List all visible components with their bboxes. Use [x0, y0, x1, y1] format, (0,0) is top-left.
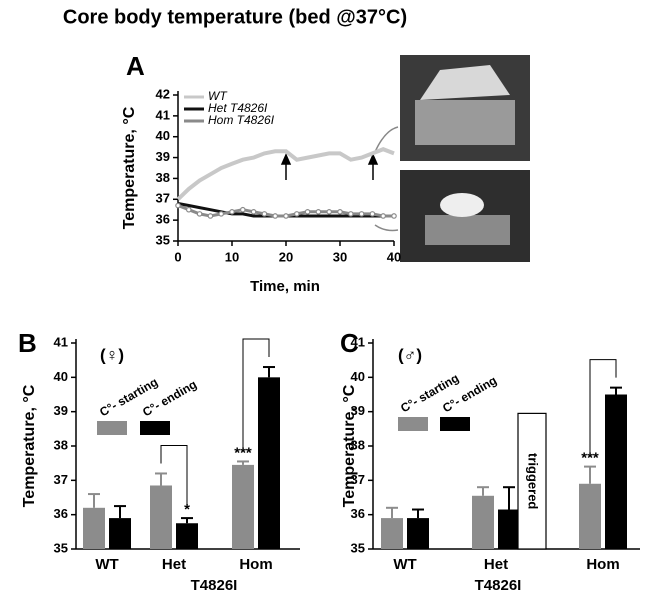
series-line — [176, 147, 395, 201]
legend-label: Het T4826I — [208, 101, 268, 115]
series-marker — [218, 211, 225, 217]
series-marker — [196, 211, 203, 217]
panel-label: A — [126, 51, 145, 81]
y-tick-label: 41 — [156, 107, 170, 122]
y-tick-label: 35 — [54, 540, 68, 555]
y-tick-label: 39 — [54, 403, 68, 418]
y-axis-label: Temperature, °C — [21, 384, 38, 507]
legend-label: Hom T4826I — [208, 113, 275, 127]
series-marker — [272, 213, 279, 219]
bar — [232, 464, 254, 549]
annotation-arrows — [280, 126, 399, 232]
series-marker — [369, 211, 376, 217]
x-tick-label: 0 — [174, 249, 181, 264]
y-axis-label: Temperature, °C — [341, 384, 358, 507]
y-tick-label: 40 — [156, 128, 170, 143]
y-tick-label: 40 — [54, 369, 68, 384]
series-marker — [207, 213, 214, 219]
series-marker — [315, 209, 322, 215]
x-tick-label: WT — [95, 556, 118, 573]
panel-label: B — [18, 328, 37, 358]
bar — [605, 394, 627, 549]
series-marker — [250, 209, 257, 215]
y-tick-label: 38 — [351, 437, 365, 452]
bar — [498, 509, 520, 549]
y-tick-label: 39 — [156, 149, 170, 164]
x-tick-label: 10 — [225, 249, 239, 264]
photo-bottom — [400, 170, 530, 262]
x-tick-label: 40 — [387, 249, 401, 264]
y-tick-label: 42 — [156, 86, 170, 101]
legend-swatch — [398, 417, 428, 431]
x-tick-label: Hom — [239, 556, 272, 573]
bar — [381, 518, 403, 549]
bar — [176, 523, 198, 549]
bar — [83, 507, 105, 549]
x-tick-label: Het — [162, 556, 186, 573]
y-tick-label: 38 — [54, 437, 68, 452]
legend-swatch — [440, 417, 470, 431]
photo-top — [400, 55, 530, 161]
legend-label: WT — [208, 89, 228, 103]
x-axis-label: Time, min — [250, 278, 320, 295]
series-marker — [391, 213, 397, 219]
x-tick-label: 30 — [333, 249, 347, 264]
y-tick-label: 35 — [351, 540, 365, 555]
y-tick-label: 35 — [156, 232, 170, 247]
bar — [109, 518, 131, 549]
y-tick-label: 41 — [54, 334, 68, 349]
series-marker — [229, 209, 235, 215]
figure-title: Core body temperature (bed @37°C) — [63, 6, 407, 28]
x-tick-label: Het — [484, 556, 508, 573]
triggered-box — [517, 412, 547, 550]
group-label: (♀) — [100, 345, 124, 364]
series-marker — [175, 202, 181, 209]
bar — [472, 495, 494, 549]
group-label: (♂) — [398, 345, 422, 364]
series-marker — [186, 206, 192, 213]
y-tick-label: 40 — [351, 369, 365, 384]
series-marker — [337, 209, 343, 215]
y-tick-label: 37 — [156, 191, 170, 206]
legend-swatch — [97, 421, 127, 435]
series-marker — [380, 213, 387, 219]
series-marker — [240, 206, 246, 213]
series-marker — [304, 209, 311, 215]
annotation: triggered — [526, 453, 541, 509]
x-tick-label: Hom — [586, 556, 619, 573]
panel-label: C — [340, 328, 359, 358]
y-tick-label: 39 — [351, 403, 365, 418]
significance: * — [184, 501, 190, 518]
series-marker — [358, 211, 365, 217]
x-axis-label: T4826I — [191, 577, 238, 594]
series-marker — [283, 213, 289, 219]
series-marker — [347, 211, 354, 217]
y-tick-label: 36 — [156, 212, 170, 227]
y-axis-label: Temperature, °C — [121, 106, 138, 229]
y-tick-label: 37 — [351, 472, 365, 487]
bar — [407, 518, 429, 549]
bracket — [242, 338, 270, 452]
x-tick-label: WT — [393, 556, 416, 573]
y-tick-label: 41 — [351, 334, 365, 349]
bar — [258, 377, 280, 549]
bar — [579, 483, 601, 549]
y-tick-label: 37 — [54, 472, 68, 487]
y-tick-label: 36 — [351, 506, 365, 521]
x-tick-label: 20 — [279, 249, 293, 264]
significance: *** — [581, 450, 599, 467]
series-marker — [261, 211, 268, 217]
series-marker — [326, 209, 333, 215]
legend-swatch — [140, 421, 170, 435]
bar — [150, 485, 172, 549]
y-tick-label: 38 — [156, 170, 170, 185]
x-axis-label: T4826I — [475, 577, 522, 594]
significance: *** — [234, 444, 252, 461]
bracket — [589, 359, 617, 457]
bracket — [160, 444, 188, 509]
series-marker — [293, 211, 300, 217]
y-tick-label: 36 — [54, 506, 68, 521]
